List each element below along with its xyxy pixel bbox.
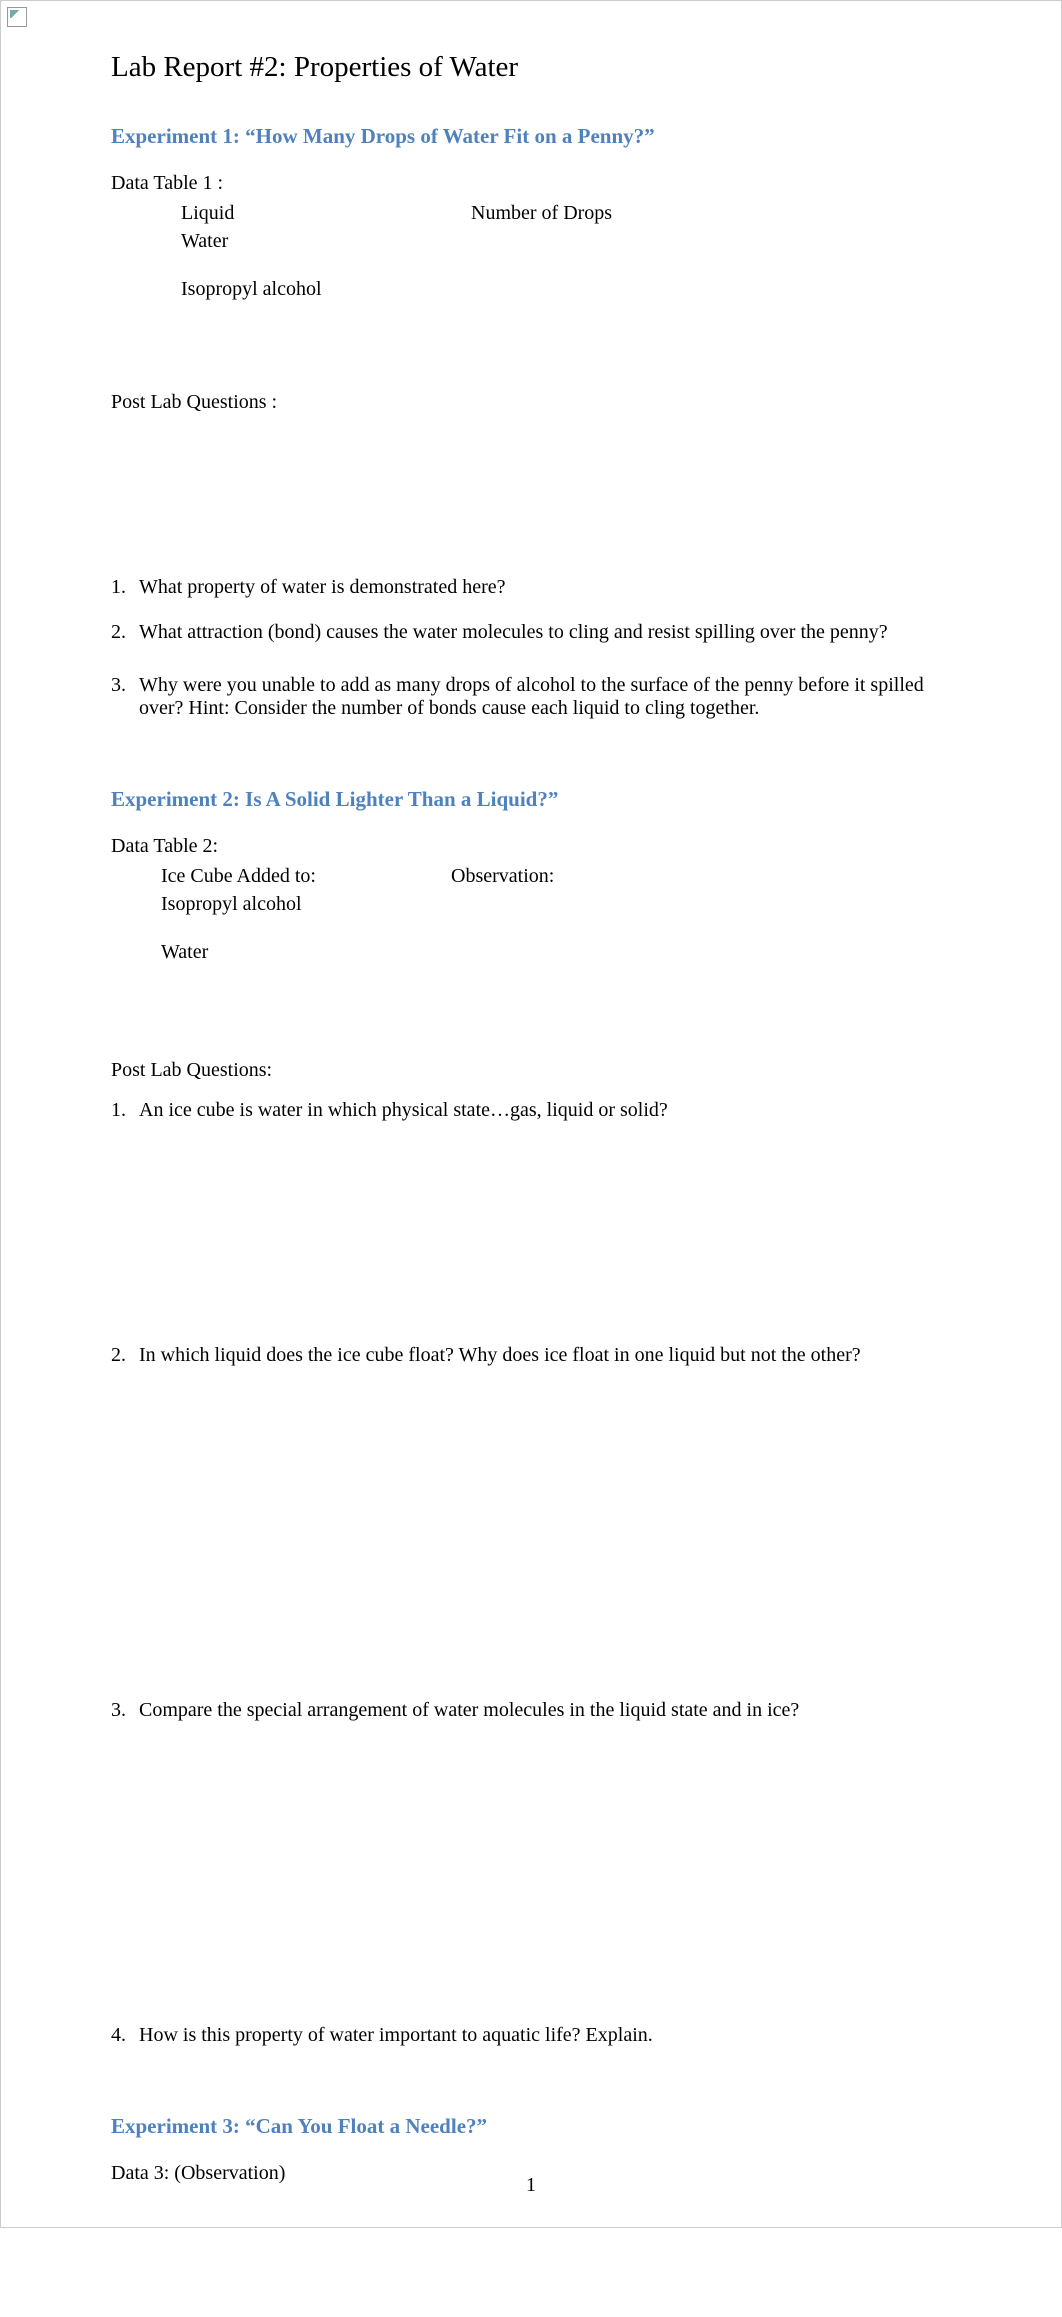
question-number: 1. [111,576,139,599]
question-number: 2. [111,1344,139,1367]
question-item: 1. An ice cube is water in which physica… [111,1099,951,1122]
question-text: How is this property of water important … [139,2024,951,2047]
question-item: 2. What attraction (bond) causes the wat… [111,621,951,644]
question-item: 4. How is this property of water importa… [111,2024,951,2047]
question-text: Why were you unable to add as many drops… [139,674,951,720]
question-item: 1. What property of water is demonstrate… [111,576,951,599]
table-1-col2-header: Number of Drops [471,199,951,227]
post-lab-2-label: Post Lab Questions: [111,1056,951,1084]
question-number: 1. [111,1099,139,1122]
data-table-1-label: Data Table 1 : [111,169,951,197]
question-item: 3. Why were you unable to add as many dr… [111,674,951,720]
question-number: 3. [111,674,139,720]
table-1-col1-header: Liquid [181,199,471,227]
question-text: What property of water is demonstrated h… [139,576,951,599]
table-2-col1-header: Ice Cube Added to: [161,862,451,890]
table-1-row-water: Water [181,227,951,255]
document-page: Lab Report #2: Properties of Water Exper… [0,0,1062,2228]
question-number: 2. [111,621,139,644]
table-2-row-water: Water [161,938,951,966]
post-lab-1-label: Post Lab Questions : [111,388,951,416]
table-2-col2-header: Observation: [451,862,951,890]
experiment-2-heading: Experiment 2: Is A Solid Lighter Than a … [111,787,951,812]
document-title: Lab Report #2: Properties of Water [111,51,951,84]
question-text: What attraction (bond) causes the water … [139,621,951,644]
experiment-1-questions: 1. What property of water is demonstrate… [111,576,951,720]
experiment-1-heading: Experiment 1: “How Many Drops of Water F… [111,124,951,149]
question-text: In which liquid does the ice cube float?… [139,1344,951,1367]
experiment-2-questions-cont2: 3. Compare the special arrangement of wa… [111,1699,951,1722]
question-number: 3. [111,1699,139,1722]
broken-image-icon [7,7,27,27]
table-2-row-alcohol: Isopropyl alcohol [161,890,951,918]
experiment-2-questions: 1. An ice cube is water in which physica… [111,1099,951,1122]
question-text: An ice cube is water in which physical s… [139,1099,951,1122]
table-2-header-row: Ice Cube Added to: Observation: [161,862,951,890]
data-table-2-label: Data Table 2: [111,832,951,860]
question-item: 3. Compare the special arrangement of wa… [111,1699,951,1722]
experiment-2-questions-cont3: 4. How is this property of water importa… [111,2024,951,2047]
table-1-row-alcohol: Isopropyl alcohol [181,275,951,303]
question-item: 2. In which liquid does the ice cube flo… [111,1344,951,1367]
question-number: 4. [111,2024,139,2047]
page-number: 1 [1,2174,1061,2197]
question-text: Compare the special arrangement of water… [139,1699,951,1722]
experiment-3-heading: Experiment 3: “Can You Float a Needle?” [111,2114,951,2139]
experiment-2-questions-cont: 2. In which liquid does the ice cube flo… [111,1344,951,1367]
table-1-header-row: Liquid Number of Drops [181,199,951,227]
